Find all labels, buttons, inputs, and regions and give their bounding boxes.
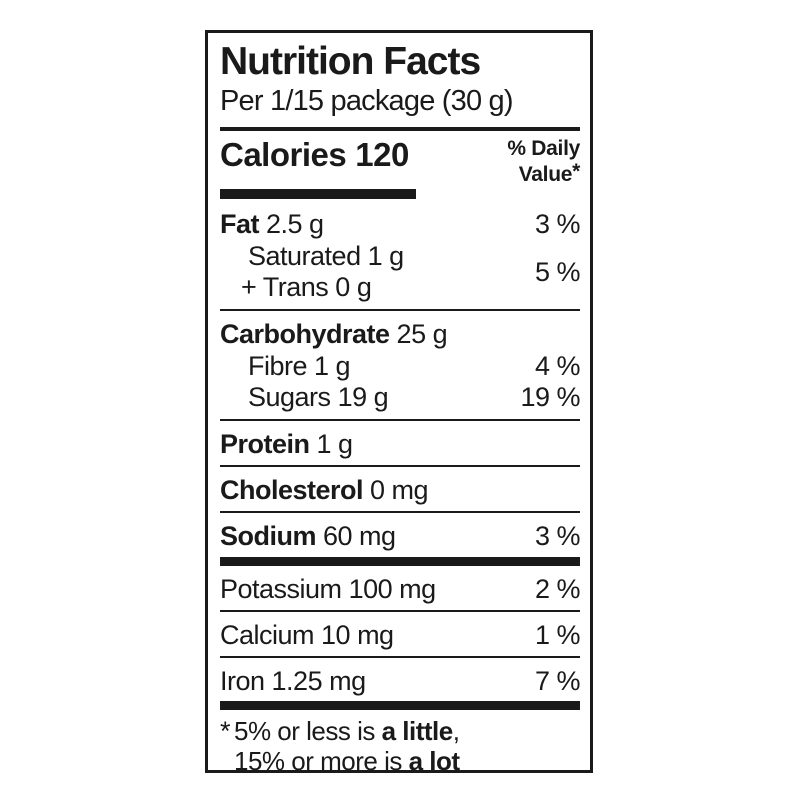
serving-size: Per 1/15 package (30 g) (220, 85, 514, 117)
dv-value-fat: 3 % (534, 209, 581, 239)
dv-value-calcium: 1 % (534, 620, 581, 650)
dv-value-sodium: 3 % (534, 521, 581, 551)
dv-value-sugars: 19 % (520, 382, 580, 412)
divider (220, 419, 580, 421)
daily-value-header: % Daily Value* (507, 137, 580, 186)
nutrient-row-fibre: Fibre 1 g 4 % (248, 351, 581, 381)
nutrient-row-trans: + Trans 0 g (241, 272, 372, 302)
footer-divider-bar (220, 701, 580, 710)
daily-value-asterisk: * (572, 160, 580, 183)
calories-underline-bar (220, 189, 416, 199)
nutrient-row-sodium: Sodium 60 mg 3 % (220, 521, 581, 551)
dv-value-saturated-trans: 5 % (534, 257, 581, 287)
footnote: * 5% or less is a little, 15% or more is … (220, 716, 580, 773)
section-divider-bar (220, 557, 580, 566)
divider (220, 511, 580, 513)
dv-value-fibre: 4 % (534, 351, 581, 381)
nutrient-row-carbohydrate: Carbohydrate 25 g (220, 319, 448, 349)
nutrient-row-iron: Iron 1.25 mg 7 % (220, 666, 581, 696)
nutrient-row-saturated: Saturated 1 g (248, 241, 404, 271)
divider (220, 656, 580, 658)
nutrient-row-potassium: Potassium 100 mg 2 % (220, 574, 581, 604)
calories-value: 120 (355, 136, 409, 173)
label-title: Nutrition Facts (220, 40, 481, 83)
footnote-line-2: 15% or more is a lot (234, 746, 460, 773)
nutrient-row-protein: Protein 1 g (220, 429, 353, 459)
calories-row: Calories 120 % Daily Value* (220, 135, 580, 186)
dv-value-potassium: 2 % (534, 574, 581, 604)
divider (220, 465, 580, 467)
nutrient-row-calcium: Calcium 10 mg 1 % (220, 620, 581, 650)
nutrient-row-sugars: Sugars 19 g 19 % (248, 382, 580, 412)
nutrient-row-cholesterol: Cholesterol 0 mg (220, 475, 429, 505)
header-divider (220, 127, 580, 131)
divider (220, 309, 580, 311)
footnote-asterisk: * (220, 716, 231, 746)
nutrient-row-fat: Fat 2.5 g 3 % (220, 209, 581, 239)
calories-label: Calories 120 (220, 136, 409, 173)
nutrient-row-saturated-trans: Saturated 1 g + Trans 0 g 5 % (220, 241, 581, 303)
nutrition-facts-label: Nutrition Facts Per 1/15 package (30 g) … (205, 30, 593, 773)
divider (220, 610, 580, 612)
footnote-line-1: * 5% or less is a little, (220, 716, 460, 746)
dv-value-iron: 7 % (534, 666, 581, 696)
